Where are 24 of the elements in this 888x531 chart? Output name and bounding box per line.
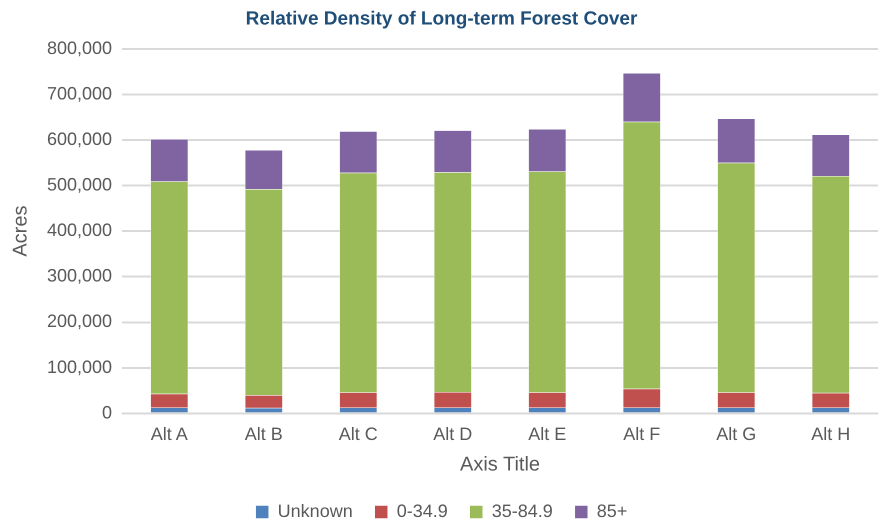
- legend-label: 0-34.9: [396, 500, 448, 521]
- legend-label: 35-84.9: [492, 500, 553, 521]
- x-tick-label: Alt D: [433, 424, 472, 444]
- x-tick-label: Alt G: [716, 424, 756, 444]
- y-tick-label: 200,000: [46, 311, 112, 332]
- x-tick-label: Alt C: [338, 424, 378, 444]
- y-tick-label: 500,000: [46, 174, 112, 194]
- x-axis-title: Axis Title: [460, 454, 540, 476]
- legend-label: 85+: [596, 500, 628, 521]
- y-tick-label: 700,000: [46, 83, 112, 104]
- x-tick-label: Alt F: [623, 424, 660, 444]
- y-tick-label: 0: [102, 402, 112, 422]
- x-tick-label: Alt E: [528, 424, 566, 444]
- x-tick-label: Alt H: [811, 424, 850, 444]
- y-tick-label: 300,000: [46, 266, 112, 286]
- y-tick-label: 400,000: [46, 220, 112, 240]
- x-tick-label: Alt A: [150, 424, 188, 444]
- chart-title: Relative Density of Long-term Forest Cover: [246, 8, 638, 30]
- x-tick-label: Alt B: [244, 424, 283, 444]
- y-axis-title: Acres: [10, 206, 32, 257]
- y-tick-label: 600,000: [46, 128, 112, 149]
- legend-label: Unknown: [278, 500, 353, 521]
- y-tick-label: 800,000: [46, 38, 112, 58]
- y-tick-label: 100,000: [46, 356, 112, 377]
